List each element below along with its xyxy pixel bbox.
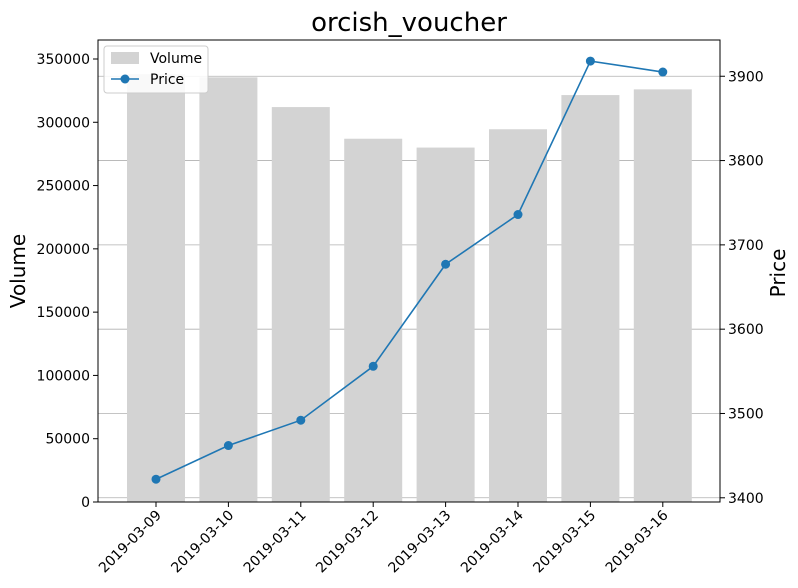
x-axis-ticks: 2019-03-09 2019-03-10 2019-03-11 2019-03-12… — [96, 502, 672, 576]
volume-bar-2019-03-15 — [561, 95, 620, 502]
left-tick-label-2: 100000 — [37, 368, 90, 384]
left-tick-label-0: 0 — [81, 495, 90, 511]
legend-volume-label: Volume — [150, 51, 202, 67]
right-tick-label-5: 3900 — [728, 69, 764, 85]
price-point-2019-03-10 — [223, 441, 233, 451]
x-tick-label-7: 2019-03-16 — [603, 507, 672, 576]
left-tick-label-6: 300000 — [37, 115, 90, 131]
volume-bars — [127, 74, 692, 503]
legend-price-label: Price — [150, 72, 184, 88]
right-tick-label-2: 3600 — [728, 322, 764, 338]
volume-bar-2019-03-09 — [127, 74, 185, 502]
price-point-2019-03-13 — [441, 259, 451, 269]
volume-bar-2019-03-10 — [199, 77, 258, 503]
left-axis-label: Volume — [6, 234, 30, 308]
legend: Volume Price — [103, 45, 209, 94]
x-tick-label-5: 2019-03-14 — [458, 507, 527, 576]
gridlines — [98, 75, 720, 499]
left-tick-label-7: 350000 — [37, 52, 90, 68]
right-tick-label-0: 3400 — [728, 491, 764, 507]
chart-title: orcish_voucher — [311, 8, 507, 38]
price-line — [151, 56, 668, 484]
price-point-2019-03-15 — [585, 56, 595, 66]
left-tick-label-4: 200000 — [37, 242, 90, 258]
volume-bar-2019-03-11 — [271, 107, 330, 502]
right-tick-label-1: 3500 — [728, 406, 764, 422]
x-tick-label-6: 2019-03-15 — [530, 508, 599, 577]
legend-price-marker — [120, 74, 130, 84]
price-point-2019-03-16 — [658, 67, 668, 77]
x-tick-label-2: 2019-03-11 — [241, 508, 310, 577]
volume-bar-2019-03-13 — [416, 147, 475, 502]
left-tick-label-3: 150000 — [37, 305, 90, 321]
volume-bar-2019-03-16 — [633, 89, 692, 502]
price-point-2019-03-14 — [513, 210, 523, 220]
volume-bar-2019-03-14 — [489, 129, 547, 503]
left-axis-ticks: 0 50000 100000 150000 200000 250000 300000 3500… — [37, 52, 98, 511]
price-point-2019-03-09 — [151, 474, 161, 484]
plot-frame — [97, 39, 721, 503]
x-tick-label-1: 2019-03-10 — [168, 508, 237, 577]
x-tick-label-3: 2019-03-12 — [313, 508, 382, 577]
left-tick-label-1: 50000 — [45, 432, 90, 448]
x-tick-label-0: 2019-03-09 — [96, 508, 165, 577]
right-tick-label-3: 3700 — [728, 238, 764, 254]
legend-volume-swatch — [111, 52, 139, 64]
price-polyline — [155, 60, 663, 480]
right-tick-label-4: 3800 — [728, 154, 764, 170]
right-axis-label: Price — [766, 249, 790, 298]
left-tick-label-5: 250000 — [37, 179, 90, 195]
volume-bar-2019-03-12 — [344, 138, 403, 502]
price-point-2019-03-12 — [368, 361, 378, 371]
x-tick-label-4: 2019-03-13 — [386, 508, 455, 577]
price-point-2019-03-11 — [296, 415, 306, 425]
right-axis-ticks: 3400 3500 3600 3700 3800 3900 — [720, 69, 764, 507]
